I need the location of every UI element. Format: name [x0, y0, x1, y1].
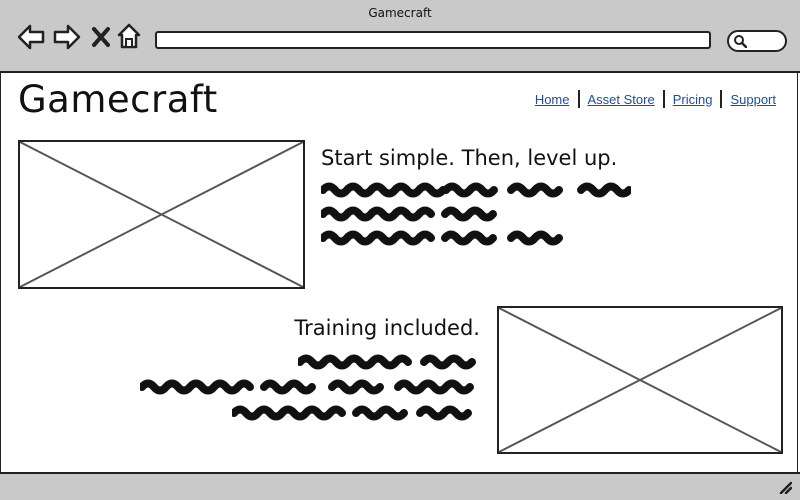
placeholder-text-line — [321, 182, 631, 198]
section-heading: Start simple. Then, level up. — [321, 146, 618, 170]
home-icon[interactable] — [116, 20, 142, 54]
nav-link-pricing[interactable]: Pricing — [672, 91, 713, 107]
close-icon[interactable] — [90, 20, 112, 54]
search-icon — [734, 35, 747, 48]
placeholder-text-line — [321, 230, 569, 246]
forward-arrow-icon[interactable] — [52, 20, 82, 54]
browser-toolbar: Gamecraft — [0, 0, 800, 73]
top-navigation: Home Asset Store Pricing Support — [527, 90, 784, 108]
placeholder-text-line — [140, 379, 480, 395]
site-logo[interactable]: Gamecraft — [18, 78, 218, 121]
nav-link-home[interactable]: Home — [534, 91, 570, 107]
back-arrow-icon[interactable] — [16, 20, 46, 54]
nav-link-support[interactable]: Support — [730, 91, 776, 107]
placeholder-text-line — [298, 354, 478, 370]
image-placeholder — [18, 140, 305, 289]
placeholder-text-line — [321, 206, 499, 222]
nav-divider — [577, 90, 580, 108]
status-bar — [0, 472, 800, 500]
search-field[interactable] — [727, 30, 787, 52]
placeholder-text-line — [232, 405, 478, 421]
window-title: Gamecraft — [368, 6, 432, 20]
nav-divider — [662, 90, 665, 108]
address-bar[interactable] — [155, 31, 711, 49]
image-placeholder — [497, 306, 783, 454]
nav-link-asset-store[interactable]: Asset Store — [587, 91, 655, 107]
section-heading: Training included. — [294, 316, 480, 340]
nav-divider — [720, 90, 723, 108]
resize-grip-icon[interactable] — [778, 480, 792, 494]
